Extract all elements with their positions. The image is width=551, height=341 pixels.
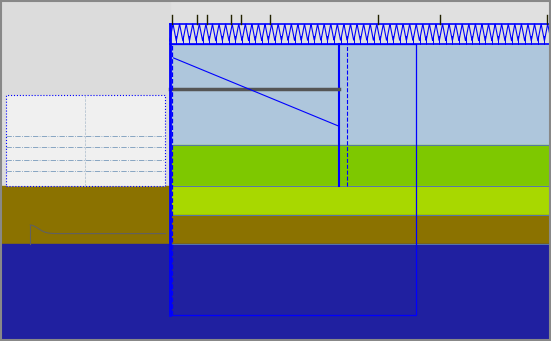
Bar xyxy=(170,244,551,341)
Bar xyxy=(170,44,551,145)
Bar xyxy=(170,186,551,215)
Bar xyxy=(0,244,170,341)
Bar xyxy=(6,95,165,186)
Bar xyxy=(170,145,551,186)
Bar xyxy=(0,0,170,186)
Bar xyxy=(170,44,416,315)
Bar xyxy=(0,186,170,244)
Bar xyxy=(170,215,551,244)
